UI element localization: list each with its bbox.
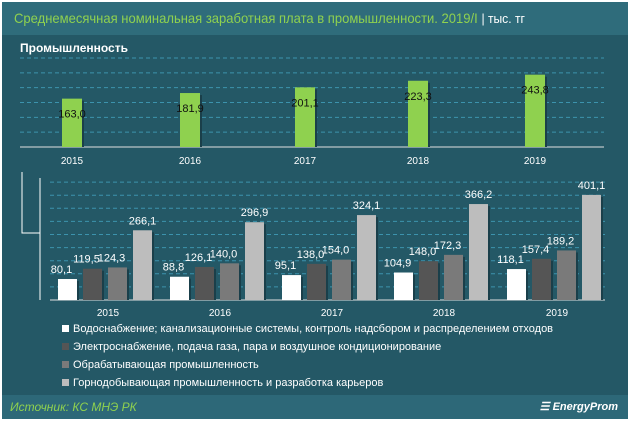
- legend-item: Водоснабжение; канализационные системы, …: [62, 323, 553, 335]
- bar: [582, 194, 601, 300]
- legend-label: Электроснабжение, подача газа, пара и во…: [73, 341, 442, 353]
- data-label: 157,4: [522, 244, 550, 256]
- bar: [525, 74, 545, 147]
- title-text: Среднемесячная номинальная заработная пл…: [14, 10, 478, 26]
- bar: [133, 230, 152, 300]
- tick-label: 2017: [321, 308, 344, 319]
- tick-label: 2018: [433, 308, 456, 319]
- data-label: 296,9: [241, 207, 269, 219]
- title-bar: Среднемесячная номинальная заработная пл…: [2, 2, 628, 35]
- data-label: 154,0: [322, 245, 350, 257]
- bar: [408, 80, 428, 147]
- data-label: 324,1: [353, 200, 381, 212]
- legend-swatch: [62, 325, 69, 332]
- data-label: 124,3: [98, 252, 126, 264]
- bar: [62, 98, 82, 147]
- bar: [444, 254, 463, 300]
- data-label: 104,9: [384, 258, 412, 270]
- data-label: 140,0: [210, 248, 238, 260]
- tick-label: 2017: [294, 156, 317, 167]
- tick-label: 2015: [97, 308, 120, 319]
- bar: [419, 261, 438, 300]
- data-label: 119,5: [73, 254, 100, 266]
- tick-label: 2016: [209, 308, 232, 319]
- chart-title: Среднемесячная номинальная заработная пл…: [14, 10, 525, 26]
- data-label: 138,0: [297, 249, 325, 261]
- tick-label: 2019: [546, 308, 569, 319]
- bar: [83, 268, 102, 300]
- data-label: 201,1: [291, 97, 319, 109]
- bar: [507, 269, 526, 300]
- tick-label: 2019: [524, 156, 547, 167]
- legend-item: Обрабатывающая промышленность: [62, 359, 259, 371]
- data-label: 126,1: [185, 252, 213, 264]
- energyprom-logo: ☰ EnergyProm: [539, 401, 618, 413]
- data-label: 172,3: [434, 240, 462, 252]
- logo-text: EnergyProm: [552, 401, 618, 413]
- bar: [332, 259, 351, 300]
- data-label: 401,1: [578, 180, 606, 192]
- bar: [180, 93, 200, 147]
- data-label: 88,8: [163, 262, 184, 274]
- data-label: 189,2: [547, 235, 575, 247]
- tick-label: 2016: [179, 156, 202, 167]
- bar: [108, 267, 127, 300]
- bar: [469, 204, 488, 300]
- data-label: 181,9: [176, 103, 204, 115]
- top-chart-title: Промышленность: [20, 41, 128, 55]
- legend-swatch: [62, 361, 69, 368]
- bar: [245, 222, 264, 300]
- legend-label: Водоснабжение; канализационные системы, …: [73, 323, 554, 335]
- legend-item: Горнодобывающая промышленность и разрабо…: [62, 377, 383, 389]
- legend-swatch: [62, 379, 69, 386]
- data-label: 163,0: [58, 109, 86, 121]
- data-label: 118,1: [497, 254, 524, 266]
- bar: [282, 275, 301, 300]
- bar: [195, 266, 214, 300]
- bar: [532, 258, 551, 300]
- legend-label: Горнодобывающая промышленность и разрабо…: [73, 377, 384, 389]
- bar: [557, 250, 576, 300]
- connector-line: [21, 172, 40, 234]
- bar: [170, 276, 189, 300]
- bar: [58, 279, 77, 300]
- data-label: 148,0: [409, 246, 437, 258]
- data-label: 80,1: [51, 264, 72, 276]
- legend-item: Электроснабжение, подача газа, пара и во…: [62, 341, 441, 353]
- bar: [394, 272, 413, 300]
- tick-label: 2015: [61, 156, 84, 167]
- unit-label: | тыс. тг: [481, 11, 525, 26]
- footer: Источник: КС МНЭ РК ☰ EnergyProm: [2, 395, 628, 419]
- source-text: Источник: КС МНЭ РК: [10, 400, 137, 414]
- legend-label: Обрабатывающая промышленность: [73, 359, 259, 371]
- bar: [307, 263, 326, 300]
- data-label: 266,1: [129, 215, 157, 227]
- tick-label: 2018: [407, 156, 430, 167]
- data-label: 223,3: [404, 91, 432, 103]
- bar: [295, 87, 315, 147]
- bar: [220, 263, 239, 300]
- data-label: 95,1: [275, 260, 296, 272]
- bar: [357, 215, 376, 300]
- data-label: 366,2: [465, 189, 493, 201]
- data-label: 243,8: [521, 85, 549, 97]
- legend-swatch: [62, 343, 69, 350]
